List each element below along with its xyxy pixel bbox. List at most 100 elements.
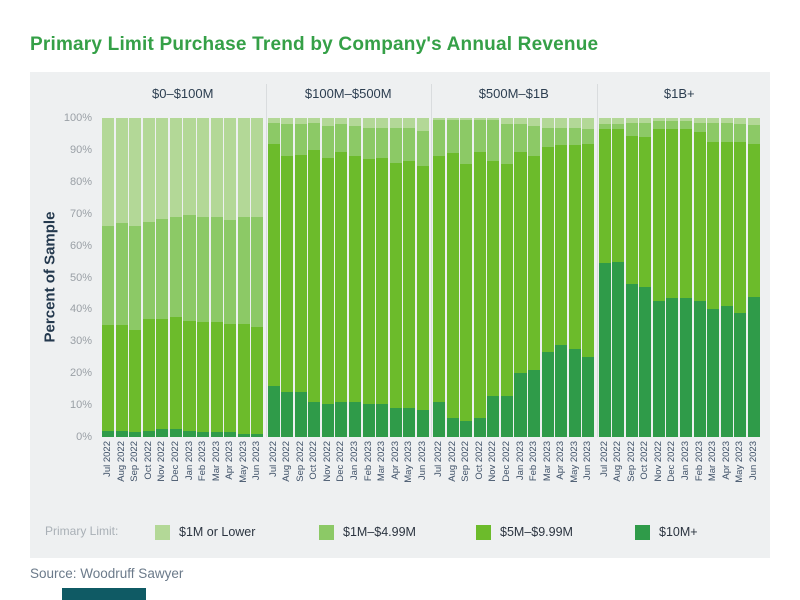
stacked-bar[interactable] <box>197 118 210 437</box>
stacked-bar[interactable] <box>625 118 638 437</box>
bar-segment[interactable] <box>389 118 402 128</box>
bar-segment[interactable] <box>416 118 429 131</box>
bar-segment[interactable] <box>376 127 389 158</box>
bar-segment[interactable] <box>102 118 115 227</box>
bar-segment[interactable] <box>433 118 446 120</box>
bar-segment[interactable] <box>555 145 568 345</box>
bar-segment[interactable] <box>183 118 196 216</box>
bar-segment[interactable] <box>335 124 348 152</box>
bar-segment[interactable] <box>267 122 280 144</box>
bar-segment[interactable] <box>747 125 760 144</box>
bar-segment[interactable] <box>541 146 554 353</box>
bar-segment[interactable] <box>142 221 155 319</box>
bar-segment[interactable] <box>693 122 706 133</box>
stacked-bar[interactable] <box>251 118 264 437</box>
legend-item[interactable]: $10M+ <box>635 519 698 545</box>
stacked-bar[interactable] <box>679 118 693 437</box>
bar-segment[interactable] <box>612 123 625 130</box>
bar-segment[interactable] <box>294 154 307 393</box>
bar-segment[interactable] <box>693 132 706 302</box>
stacked-bar[interactable] <box>500 118 513 437</box>
stacked-bar[interactable] <box>169 118 182 437</box>
bar-segment[interactable] <box>500 124 513 165</box>
bar-segment[interactable] <box>389 127 402 163</box>
bar-segment[interactable] <box>389 408 402 437</box>
bar-segment[interactable] <box>348 118 362 126</box>
bar-segment[interactable] <box>568 349 581 437</box>
bar-segment[interactable] <box>129 118 142 227</box>
bar-segment[interactable] <box>514 118 527 125</box>
bar-segment[interactable] <box>568 145 581 350</box>
bar-segment[interactable] <box>251 433 264 437</box>
bar-segment[interactable] <box>514 151 527 374</box>
bar-segment[interactable] <box>582 357 595 437</box>
bar-segment[interactable] <box>473 118 486 120</box>
bar-segment[interactable] <box>376 157 389 404</box>
bar-segment[interactable] <box>652 121 665 130</box>
bar-segment[interactable] <box>652 118 665 122</box>
bar-segment[interactable] <box>224 432 237 437</box>
bar-segment[interactable] <box>679 118 693 122</box>
legend-item[interactable]: $5M–$9.99M <box>476 519 573 545</box>
bar-segment[interactable] <box>169 429 182 437</box>
bar-segment[interactable] <box>224 220 237 324</box>
bar-segment[interactable] <box>514 373 527 437</box>
stacked-bar[interactable] <box>639 118 652 437</box>
bar-segment[interactable] <box>446 118 459 120</box>
bar-segment[interactable] <box>237 216 250 324</box>
stacked-bar[interactable] <box>446 118 459 437</box>
bar-segment[interactable] <box>582 129 595 144</box>
bar-segment[interactable] <box>582 118 595 130</box>
bar-segment[interactable] <box>487 395 500 437</box>
bar-segment[interactable] <box>169 317 182 430</box>
bar-segment[interactable] <box>267 118 280 123</box>
bar-segment[interactable] <box>598 129 611 264</box>
bar-segment[interactable] <box>652 129 665 302</box>
bar-segment[interactable] <box>362 403 375 437</box>
bar-segment[interactable] <box>251 326 264 434</box>
bar-segment[interactable] <box>720 141 733 307</box>
bar-segment[interactable] <box>625 122 638 136</box>
stacked-bar[interactable] <box>514 118 527 437</box>
bar-segment[interactable] <box>433 119 446 157</box>
stacked-bar[interactable] <box>294 118 307 437</box>
stacked-bar[interactable] <box>433 118 446 437</box>
bar-segment[interactable] <box>679 298 693 437</box>
bar-segment[interactable] <box>598 124 611 130</box>
stacked-bar[interactable] <box>568 118 581 437</box>
bar-segment[interactable] <box>720 306 733 437</box>
bar-segment[interactable] <box>747 296 760 437</box>
bar-segment[interactable] <box>679 121 693 130</box>
bar-segment[interactable] <box>102 430 115 437</box>
bar-segment[interactable] <box>598 118 611 125</box>
bar-segment[interactable] <box>308 401 321 437</box>
bar-segment[interactable] <box>500 164 513 396</box>
stacked-bar[interactable] <box>210 118 223 437</box>
stacked-bar[interactable] <box>416 118 429 437</box>
bar-segment[interactable] <box>487 118 500 120</box>
bar-segment[interactable] <box>156 318 169 430</box>
bar-segment[interactable] <box>308 122 321 150</box>
bar-segment[interactable] <box>197 118 210 217</box>
bar-segment[interactable] <box>528 118 541 126</box>
stacked-bar[interactable] <box>528 118 541 437</box>
bar-segment[interactable] <box>210 118 223 217</box>
bar-segment[interactable] <box>156 429 169 437</box>
bar-segment[interactable] <box>237 118 250 217</box>
bar-segment[interactable] <box>281 118 294 125</box>
bar-segment[interactable] <box>555 127 568 146</box>
bar-segment[interactable] <box>639 287 652 437</box>
bar-segment[interactable] <box>446 119 459 154</box>
bar-segment[interactable] <box>403 161 416 409</box>
bar-segment[interactable] <box>115 325 128 431</box>
bar-segment[interactable] <box>321 118 334 126</box>
bar-segment[interactable] <box>183 320 196 431</box>
bar-segment[interactable] <box>720 118 733 123</box>
bar-segment[interactable] <box>267 385 280 437</box>
stacked-bar[interactable] <box>693 118 706 437</box>
stacked-bar[interactable] <box>376 118 389 437</box>
bar-segment[interactable] <box>625 135 638 284</box>
stacked-bar[interactable] <box>707 118 720 437</box>
bar-segment[interactable] <box>666 118 679 122</box>
bar-segment[interactable] <box>639 122 652 138</box>
